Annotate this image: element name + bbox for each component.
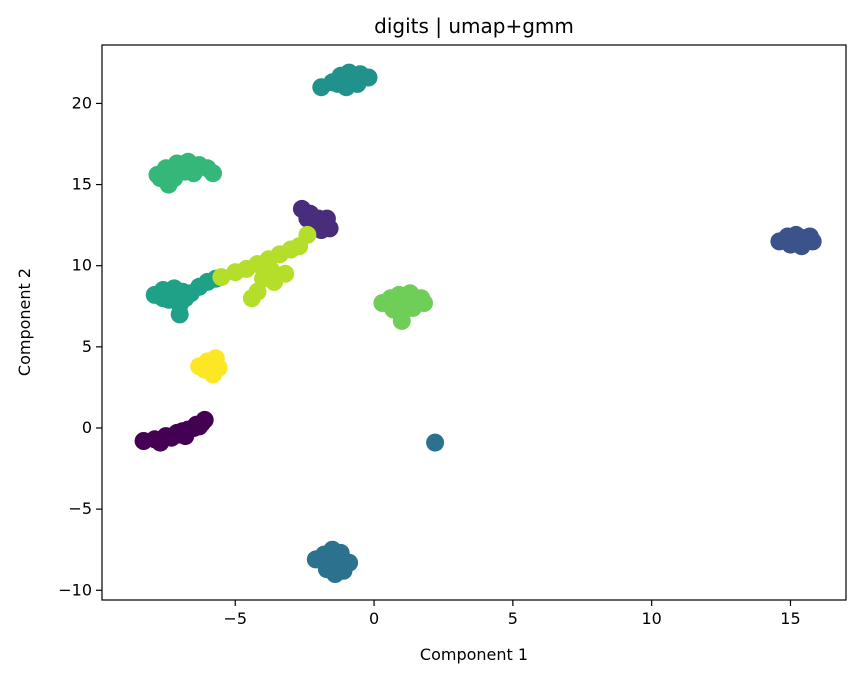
y-tick-label: −10	[58, 580, 92, 599]
x-tick-label: 10	[641, 609, 661, 628]
cluster-8	[212, 225, 317, 308]
data-point	[329, 74, 347, 93]
data-point	[789, 232, 808, 251]
x-axis: −5 0 5 10 15	[223, 600, 801, 628]
y-tick-label: 5	[82, 337, 92, 356]
data-point	[276, 264, 295, 283]
y-tick-label: 15	[72, 175, 92, 194]
cluster-1	[292, 199, 339, 239]
points-layer	[134, 63, 822, 583]
cluster-9	[190, 349, 228, 384]
data-point	[201, 355, 220, 374]
x-axis-label: Component 1	[420, 645, 528, 664]
data-point	[398, 292, 417, 311]
data-point	[212, 268, 231, 287]
plot-frame	[101, 44, 847, 601]
y-axis: −10 −5 0 5 10 15 20	[58, 93, 102, 599]
data-point	[154, 289, 173, 308]
cluster-4	[312, 63, 378, 97]
cluster-7	[373, 284, 433, 330]
data-point	[298, 209, 317, 228]
data-point	[170, 305, 189, 324]
data-point	[331, 550, 350, 569]
cluster-6	[148, 152, 222, 194]
data-point	[426, 433, 445, 452]
y-axis-label: Component 2	[15, 268, 34, 376]
data-point	[262, 261, 281, 280]
data-point	[317, 209, 336, 228]
data-point	[242, 289, 261, 308]
x-tick-label: 5	[508, 609, 518, 628]
cluster-2	[770, 225, 822, 256]
y-tick-label: 0	[82, 418, 92, 437]
data-point	[298, 225, 317, 244]
data-point	[345, 70, 364, 89]
data-point	[176, 289, 195, 308]
data-point	[384, 300, 403, 319]
cluster-3	[306, 433, 445, 583]
data-point	[184, 164, 203, 183]
y-tick-label: −5	[68, 499, 92, 518]
x-tick-label: 0	[369, 609, 379, 628]
data-point	[190, 417, 209, 436]
chart-title: digits | umap+gmm	[374, 14, 574, 38]
data-point	[151, 169, 170, 188]
x-tick-label: 15	[780, 609, 800, 628]
y-tick-label: 10	[72, 256, 92, 275]
cluster-0	[134, 410, 214, 452]
y-tick-label: 20	[72, 93, 92, 112]
data-point	[176, 427, 195, 446]
x-tick-label: −5	[223, 609, 247, 628]
data-point	[204, 164, 222, 183]
